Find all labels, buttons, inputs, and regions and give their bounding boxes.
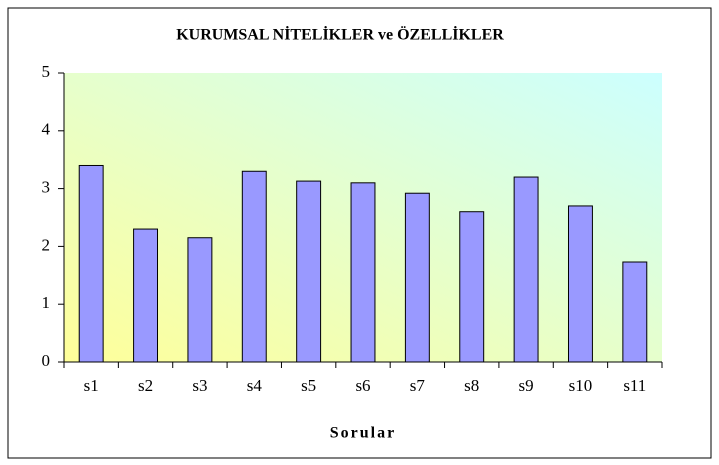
y-tick-label: 5 [42,62,51,81]
x-tick-label: s9 [519,376,534,395]
x-tick-label: s11 [623,376,646,395]
bar [133,228,159,363]
chart-title: KURUMSAL NİTELİKLER ve ÖZELLİKLER [176,25,504,44]
bar [513,176,539,363]
x-tick-label: s6 [355,376,370,395]
x-tick-label: s3 [192,376,207,395]
x-tick-label: s2 [138,376,153,395]
bar [241,170,267,363]
y-tick-label: 0 [42,351,51,370]
bar [296,180,322,363]
bar [567,205,593,363]
y-tick-label: 3 [42,178,51,197]
x-tick-label: s1 [84,376,99,395]
bar [187,237,213,363]
x-tick-label: s7 [410,376,426,395]
bar [78,164,104,363]
x-tick-label: s8 [464,376,479,395]
y-tick-label: 1 [42,293,51,312]
bar [404,192,430,363]
bar [350,182,376,363]
y-tick-label: 2 [42,235,51,254]
bar [459,211,485,363]
x-tick-label: s10 [569,376,593,395]
x-axis-label: Sorular [330,425,396,442]
x-tick-label: s4 [247,376,263,395]
bar [622,261,648,363]
x-tick-label: s5 [301,376,316,395]
y-tick-label: 4 [42,120,51,139]
